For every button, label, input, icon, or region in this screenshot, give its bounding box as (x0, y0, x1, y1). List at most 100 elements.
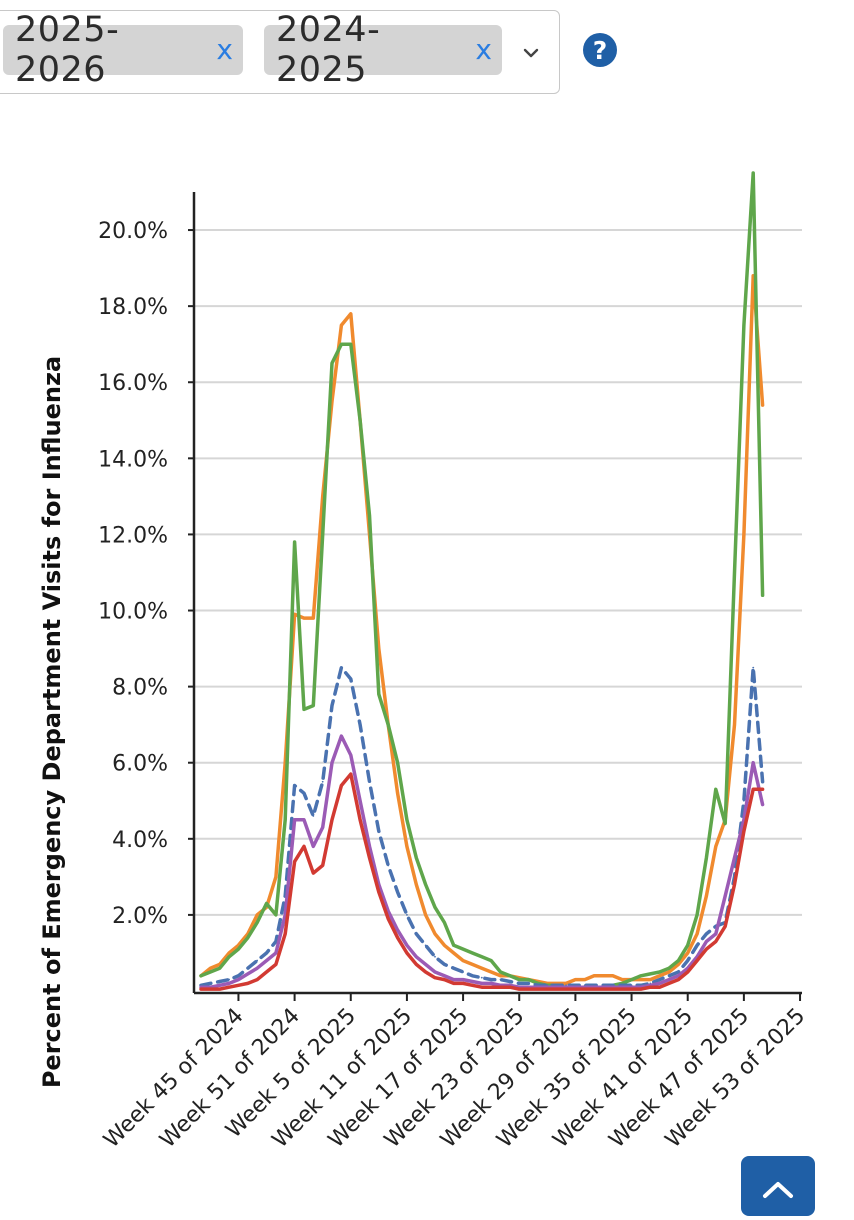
data-point (602, 974, 605, 977)
data-point (640, 988, 642, 990)
data-point (677, 974, 680, 977)
data-point (452, 944, 455, 947)
data-point (462, 948, 464, 951)
chevron-down-icon[interactable] (519, 41, 543, 65)
data-point (658, 974, 661, 977)
data-point (293, 541, 296, 543)
data-point (377, 647, 380, 650)
data-point (209, 971, 212, 973)
data-point (434, 955, 436, 958)
data-point (237, 984, 240, 987)
data-point (377, 830, 380, 833)
data-point (696, 959, 698, 962)
data-point (265, 902, 268, 905)
data-point (312, 845, 315, 848)
data-point (518, 982, 521, 985)
data-point (452, 978, 455, 981)
data-point (761, 803, 764, 806)
data-point (218, 963, 221, 966)
data-point (293, 860, 296, 863)
data-point (284, 818, 287, 821)
data-point (649, 978, 652, 981)
data-point (761, 788, 764, 791)
data-point (621, 988, 624, 990)
remove-chip-icon[interactable]: x (475, 33, 492, 66)
season-chip: 2025-2026 x (3, 10, 243, 90)
data-point (508, 986, 511, 989)
data-point (228, 986, 230, 989)
data-point (471, 952, 474, 954)
question-circle-icon[interactable]: ? (582, 32, 618, 68)
data-point (284, 933, 287, 935)
data-point (490, 986, 493, 989)
y-tick-label: 20.0% (98, 219, 168, 244)
data-point (246, 972, 249, 975)
season-chip-label: 2025-2026 (15, 10, 120, 90)
season-filter[interactable]: 2025-2026 x 2024-2025 x (0, 10, 560, 94)
data-point (686, 944, 689, 947)
data-point (630, 988, 633, 990)
data-point (246, 982, 249, 985)
data-point (209, 982, 212, 985)
data-point (396, 929, 399, 932)
data-point (611, 974, 614, 977)
data-point (499, 978, 502, 981)
data-point (218, 988, 221, 990)
data-point (471, 963, 474, 966)
remove-chip-icon[interactable]: x (216, 33, 233, 66)
data-point (349, 773, 352, 776)
data-point (406, 914, 408, 916)
data-point (200, 988, 202, 990)
scroll-to-top-button[interactable] (741, 1156, 815, 1216)
data-point (377, 891, 380, 893)
data-point (377, 693, 380, 696)
data-point (462, 982, 464, 985)
data-point (312, 617, 315, 620)
data-point (424, 883, 427, 886)
data-point (480, 982, 483, 985)
data-point (677, 978, 680, 981)
svg-text:?: ? (593, 36, 608, 65)
data-point (406, 845, 408, 848)
data-point (312, 815, 315, 817)
data-point (546, 988, 549, 990)
data-point (228, 982, 230, 985)
data-point (331, 362, 333, 365)
data-point (499, 971, 502, 973)
season-chip: 2024-2025 x (264, 10, 502, 90)
data-point (733, 723, 736, 726)
data-point (415, 933, 418, 935)
data-point (714, 788, 717, 791)
y-tick-label: 6.0% (112, 752, 168, 777)
data-point (209, 988, 212, 990)
data-point (349, 312, 352, 315)
data-point (303, 792, 305, 795)
y-tick-label: 8.0% (112, 676, 168, 701)
data-point (742, 324, 745, 327)
data-point (434, 971, 436, 973)
data-point (733, 856, 736, 859)
data-point (443, 978, 446, 981)
data-point (265, 952, 268, 954)
data-point (368, 856, 371, 859)
data-point (527, 978, 530, 981)
data-point (256, 978, 259, 981)
data-point (686, 967, 689, 970)
data-point (424, 944, 427, 947)
data-point (274, 875, 277, 878)
data-point (303, 845, 305, 848)
data-point (518, 988, 521, 990)
y-axis-ticks: 2.0% 4.0% 6.0% 8.0% 10.0% 12.0% 14.0% 16.0% 18.0… (98, 219, 194, 929)
data-point (752, 666, 755, 669)
data-point (349, 343, 352, 346)
data-point (714, 933, 717, 935)
data-point (415, 963, 418, 966)
data-point (396, 936, 399, 939)
data-point (434, 933, 436, 935)
data-point (331, 761, 333, 764)
data-point (387, 723, 390, 726)
chevron-up-icon (763, 1182, 793, 1198)
data-point (742, 799, 745, 802)
data-point (602, 988, 605, 990)
